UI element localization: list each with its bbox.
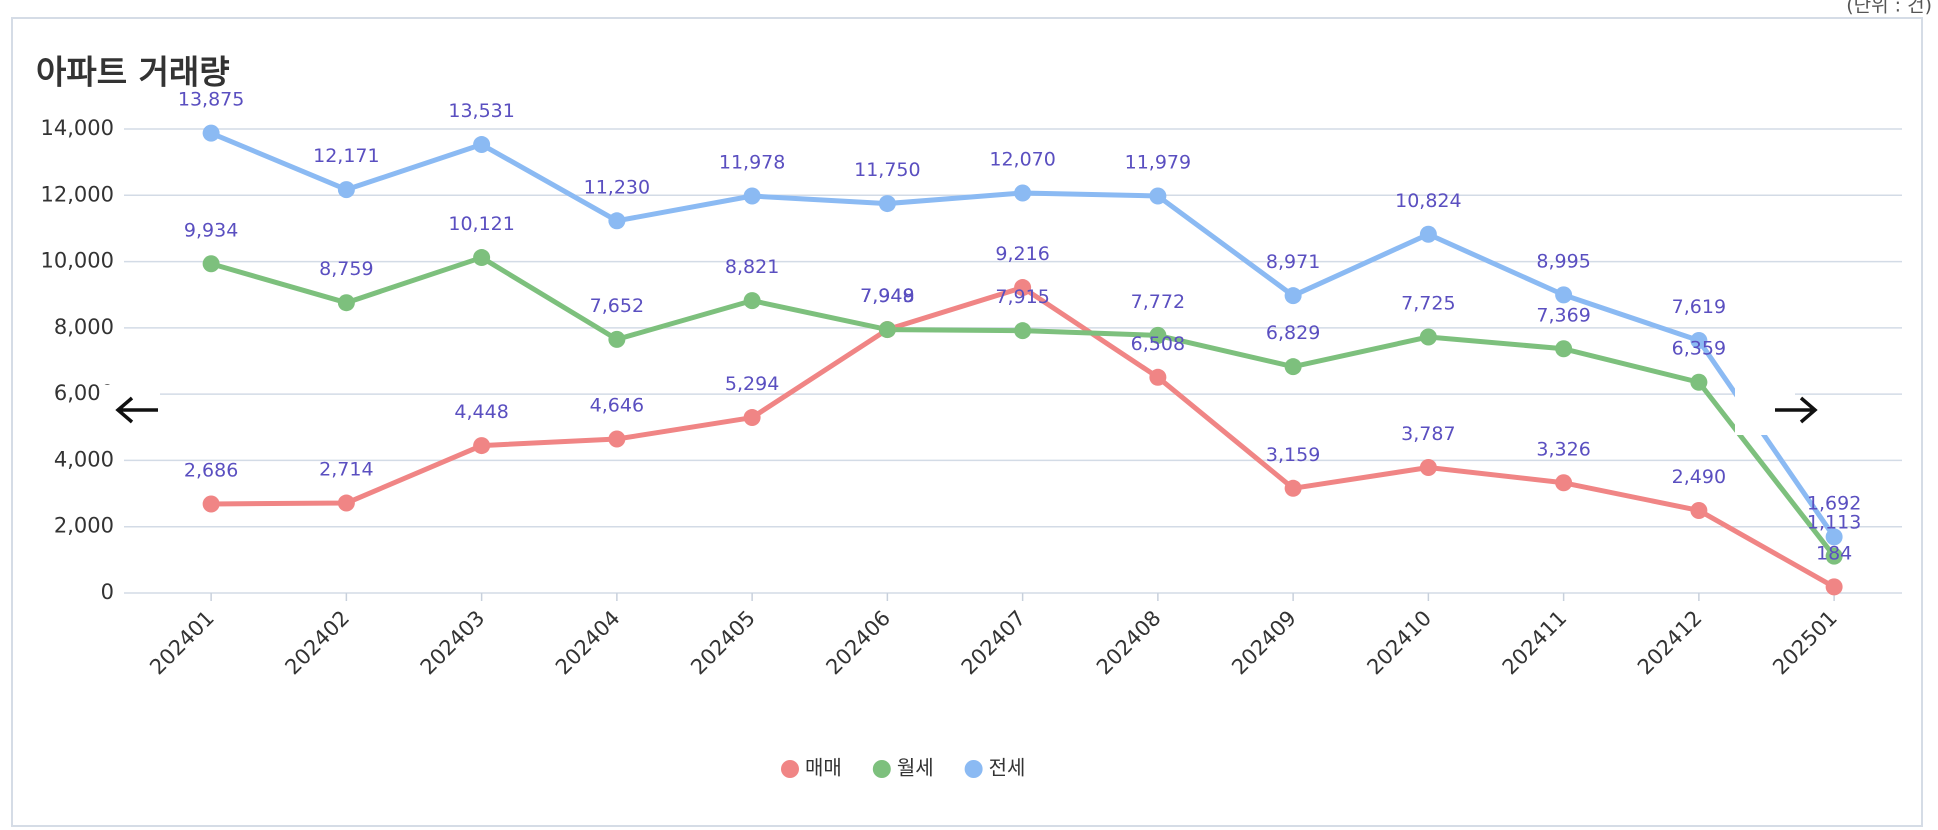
- arrow-right[interactable]: [1775, 396, 1818, 424]
- point: [1690, 501, 1708, 519]
- arrow-left[interactable]: [115, 396, 158, 424]
- point: [202, 255, 220, 273]
- point: [473, 249, 491, 267]
- value-label: 7,915: [995, 286, 1049, 308]
- point: [1419, 328, 1437, 346]
- point: [473, 136, 491, 154]
- legend-marker: [964, 760, 983, 778]
- y-tick-label: 0: [101, 580, 114, 604]
- value-label: 7,948: [860, 285, 914, 307]
- y-tick-label: 8,000: [54, 315, 114, 339]
- point: [743, 409, 761, 427]
- value-label: 8,995: [1536, 250, 1590, 272]
- legend-marker: [781, 760, 799, 778]
- y-tick-label: 12,000: [41, 182, 114, 206]
- value-label: 8,971: [1266, 251, 1320, 273]
- value-label: 9,934: [184, 219, 238, 241]
- y-tick-label: 10,000: [41, 249, 114, 273]
- point: [1149, 326, 1167, 344]
- value-label: 12,070: [989, 148, 1055, 170]
- value-label: 1,113: [1807, 512, 1861, 534]
- point: [1555, 340, 1573, 358]
- value-label: 1,692: [1807, 492, 1861, 514]
- point: [473, 437, 491, 455]
- value-label: 184: [1816, 542, 1852, 564]
- value-label: 6,359: [1672, 338, 1726, 360]
- nav-right[interactable]: [1735, 385, 1818, 435]
- value-label: 7,369: [1536, 304, 1590, 326]
- value-label: 7,619: [1672, 296, 1726, 318]
- point: [878, 195, 896, 213]
- point: [1690, 373, 1708, 391]
- value-label: 11,978: [719, 152, 785, 174]
- point: [608, 330, 626, 348]
- point: [337, 294, 355, 312]
- point: [1149, 187, 1167, 205]
- point: [878, 321, 896, 339]
- value-label: 3,159: [1266, 444, 1320, 466]
- point: [1825, 528, 1843, 546]
- value-label: 3,787: [1401, 423, 1455, 445]
- value-label: 4,448: [454, 401, 508, 423]
- value-label: 7,772: [1131, 291, 1185, 313]
- point: [1419, 458, 1437, 476]
- chart-title: 아파트 거래량: [36, 53, 230, 92]
- value-label: 5,294: [725, 373, 779, 395]
- point: [337, 181, 355, 199]
- value-label: 7,949: [860, 285, 914, 307]
- value-label: 2,490: [1672, 466, 1726, 488]
- value-label: 8,759: [319, 258, 373, 280]
- legend-label: 전세: [989, 756, 1026, 780]
- point: [1284, 287, 1302, 305]
- legend-marker: [872, 760, 891, 778]
- point: [608, 430, 626, 448]
- value-label: 9,216: [995, 243, 1049, 265]
- point: [1014, 184, 1032, 202]
- y-tick-label: 2,000: [54, 514, 114, 538]
- value-label: 11,750: [854, 159, 920, 181]
- point: [608, 212, 626, 230]
- value-label: 2,714: [319, 459, 373, 481]
- point: [1555, 474, 1573, 492]
- point: [202, 495, 220, 513]
- value-label: 11,979: [1125, 151, 1191, 173]
- point: [1825, 547, 1843, 565]
- point: [1149, 368, 1167, 386]
- value-label: 6,829: [1266, 322, 1320, 344]
- point: [743, 292, 761, 310]
- value-label: 6,508: [1131, 333, 1185, 355]
- unit-note: (단위 : 건): [1846, 0, 1932, 17]
- point: [1284, 479, 1302, 497]
- value-label: 7,725: [1401, 292, 1455, 314]
- value-label: 8,821: [725, 256, 779, 278]
- point: [1690, 331, 1708, 349]
- nav-left[interactable]: [100, 385, 160, 435]
- chart-frame: [11, 17, 1923, 827]
- point: [1555, 286, 1573, 304]
- legend-label: 월세: [897, 756, 934, 780]
- point: [1419, 225, 1437, 243]
- value-label: 4,646: [590, 395, 644, 417]
- legend-label: 매매: [805, 756, 842, 780]
- point: [202, 124, 220, 142]
- point: [1014, 322, 1032, 340]
- value-label: 12,171: [313, 145, 379, 167]
- point: [743, 187, 761, 205]
- point: [1825, 578, 1843, 596]
- point: [1284, 358, 1302, 376]
- point: [1014, 279, 1032, 297]
- value-label: 11,230: [584, 176, 650, 198]
- value-label: 10,824: [1395, 190, 1461, 212]
- y-tick-label: 4,000: [54, 447, 114, 471]
- value-label: 13,531: [448, 100, 514, 122]
- value-label: 2,686: [184, 459, 238, 481]
- value-label: 3,326: [1536, 438, 1590, 460]
- value-label: 10,121: [448, 213, 514, 235]
- value-label: 13,875: [178, 89, 244, 111]
- y-tick-label: 14,000: [41, 116, 114, 140]
- value-label: 7,652: [590, 295, 644, 317]
- point: [337, 494, 355, 512]
